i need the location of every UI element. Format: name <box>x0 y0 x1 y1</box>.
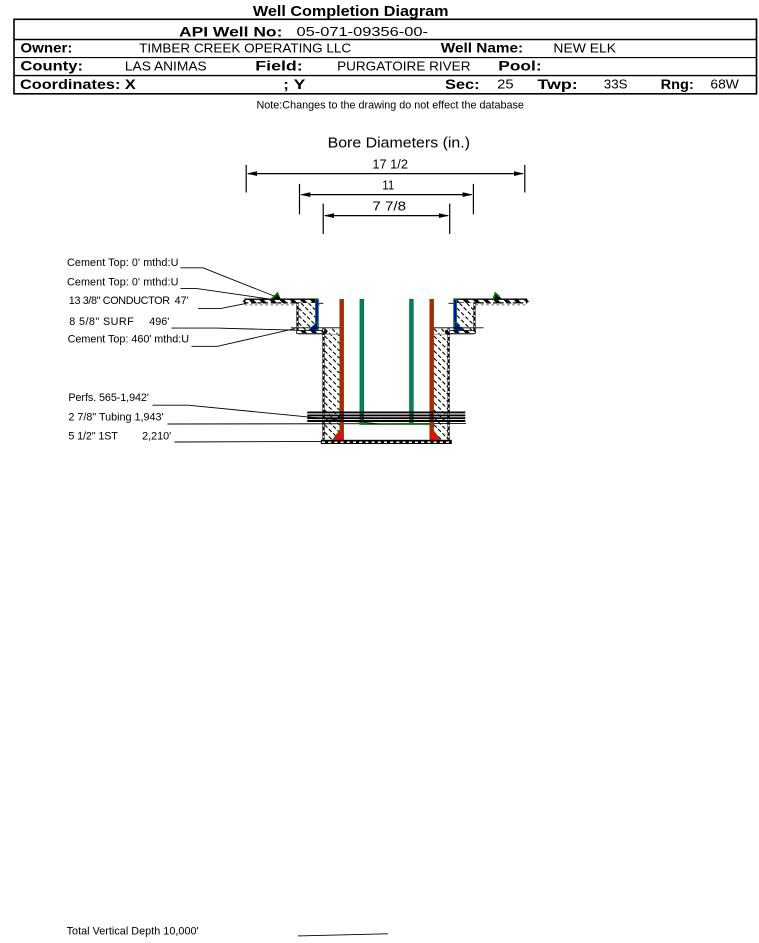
svg-text:Well Completion Diagram: Well Completion Diagram <box>253 3 449 20</box>
svg-text:2,210': 2,210' <box>142 431 171 443</box>
svg-text:5 1/2" 1ST: 5 1/2" 1ST <box>68 431 118 443</box>
svg-text:68W: 68W <box>710 77 739 92</box>
svg-text:Pool:: Pool: <box>498 59 541 75</box>
svg-text:05-071-09356-00-: 05-071-09356-00- <box>297 24 429 39</box>
svg-text:Cement Top: 460' mthd:U: Cement Top: 460' mthd:U <box>68 333 189 345</box>
svg-text:25: 25 <box>497 77 514 92</box>
svg-text:County:: County: <box>20 59 83 75</box>
svg-text:Cement Top: 0' mthd:U: Cement Top: 0' mthd:U <box>67 257 178 269</box>
svg-text:Rng:: Rng: <box>661 77 694 93</box>
svg-text:8 5/8" SURF: 8 5/8" SURF <box>69 316 134 328</box>
svg-text:Bore Diameters (in.): Bore Diameters (in.) <box>328 136 470 152</box>
svg-text:; Y: ; Y <box>283 77 306 93</box>
svg-text:Field:: Field: <box>255 59 302 75</box>
svg-text:Well Name:: Well Name: <box>441 40 523 56</box>
svg-text:Sec:: Sec: <box>445 77 480 93</box>
svg-text:TIMBER CREEK OPERATING LLC: TIMBER CREEK OPERATING LLC <box>139 41 351 56</box>
svg-text:PURGATOIRE RIVER: PURGATOIRE RIVER <box>337 59 470 74</box>
svg-text:Cement Top: 0' mthd:U: Cement Top: 0' mthd:U <box>67 276 178 288</box>
svg-text:Twp:: Twp: <box>537 77 577 93</box>
svg-text:Owner:: Owner: <box>20 40 72 56</box>
svg-text:13 3/8" CONDUCTOR: 13 3/8" CONDUCTOR <box>69 295 170 307</box>
svg-text:33S: 33S <box>604 77 628 92</box>
svg-text:17 1/2: 17 1/2 <box>372 158 408 172</box>
svg-text:47': 47' <box>175 295 189 307</box>
svg-text:NEW ELK: NEW ELK <box>553 41 616 56</box>
svg-text:11: 11 <box>382 179 394 193</box>
svg-text:7 7/8: 7 7/8 <box>372 199 406 213</box>
svg-text:Note:Changes to the drawing do: Note:Changes to the drawing do not effec… <box>257 99 524 111</box>
svg-text:Perfs. 565-1,942': Perfs. 565-1,942' <box>68 392 148 404</box>
svg-text:LAS ANIMAS: LAS ANIMAS <box>125 59 207 74</box>
svg-text:2 7/8" Tubing 1,943': 2 7/8" Tubing 1,943' <box>68 412 163 424</box>
svg-text:496': 496' <box>149 316 169 328</box>
svg-text:API Well No:: API Well No: <box>179 24 282 40</box>
svg-text:Total Vertical Depth 10,000': Total Vertical Depth 10,000' <box>67 925 199 937</box>
svg-text:Coordinates: X: Coordinates: X <box>20 77 136 93</box>
